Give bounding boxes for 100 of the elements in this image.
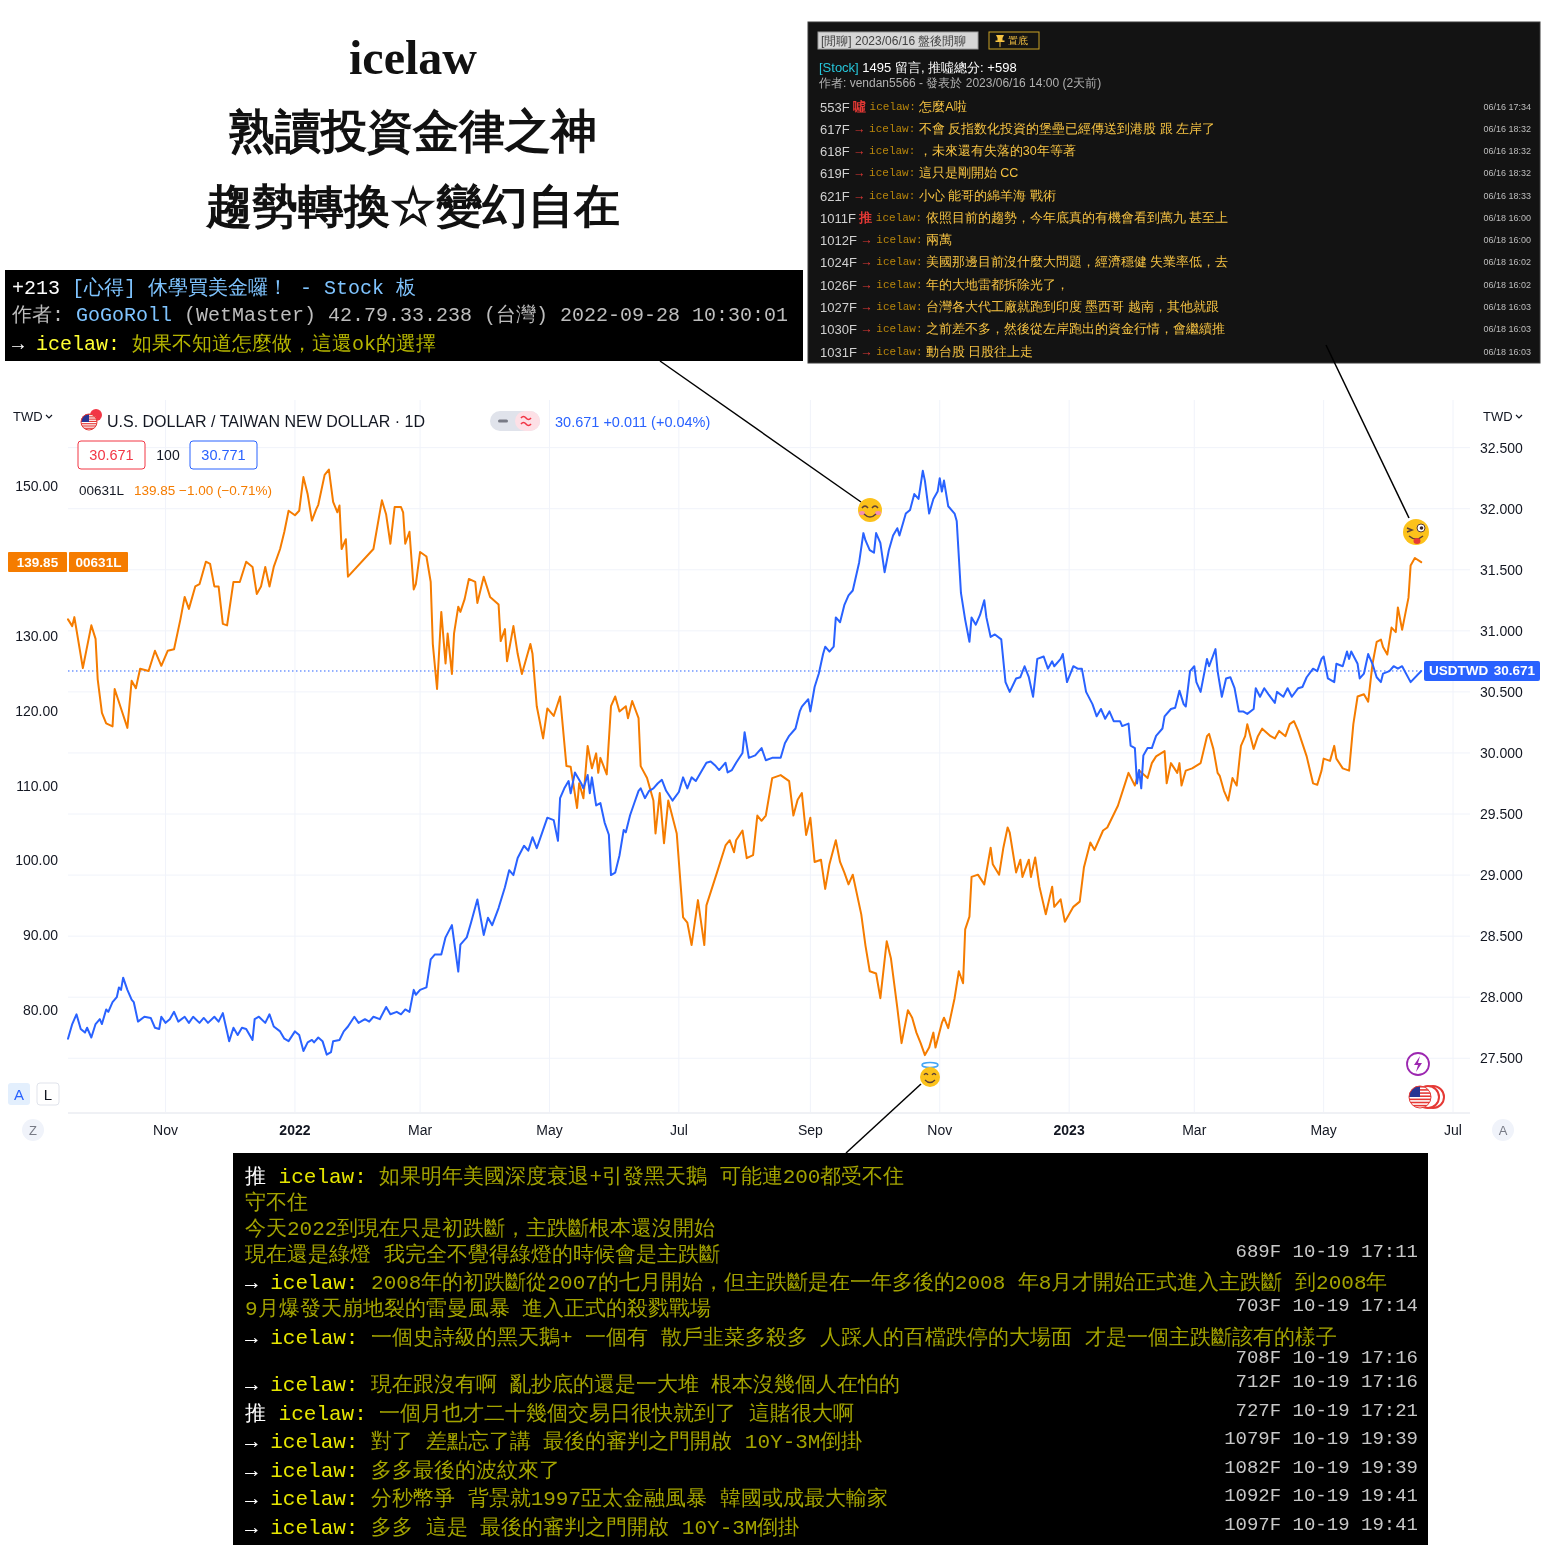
y2-tick-label: 30.500 [1480,683,1524,700]
text: 703F 10-19 17:14 [1235,1295,1418,1317]
text: 1026F → icelaw: 年的大地雷都拆除光了， [820,277,1070,293]
text: 06/18 16:02 [1483,280,1531,290]
text: → icelaw: 現在跟沒有啊 亂抄底的還是一大堆 根本沒幾個人在怕的 [245,1372,901,1397]
x-tick-label: May [1310,1122,1337,1138]
series-label: USDTWD [1429,663,1489,679]
y-tick-label: 100.00 [15,852,59,869]
text: 06/16 18:33 [1483,191,1531,201]
text: 作者: vendan5566 - 發表於 2023/06/16 14:00 (2天前) [818,76,1102,90]
text: 06/16 18:32 [1483,124,1531,134]
text: 06/18 16:03 [1483,347,1531,357]
text: 06/16 18:32 [1483,146,1531,156]
button: A [8,1083,30,1105]
y-tick-label: 150.00 [15,478,59,495]
annotation: U.S. DOLLAR / TAIWAN NEW DOLLAR · 1D [107,412,425,430]
text: 推 icelaw: 如果明年美國深度衰退+引發黑天鵝 可能連200都受不住 [245,1164,905,1189]
text: 06/18 16:00 [1483,235,1531,245]
text: → icelaw: 如果不知道怎麼做，這還ok的選擇 [12,332,437,356]
text: 推 icelaw: 一個月也才二十幾個交易日很快就到了 這賭很大啊 [245,1401,855,1426]
annotation: 30.771 [201,447,246,463]
text: 06/16 18:32 [1483,168,1531,178]
text: 689F 10-19 17:11 [1235,1241,1418,1263]
text: 06/18 16:00 [1483,213,1531,223]
chart-subtitle: 熟讀投資金律之神 [228,105,597,157]
y2-tick-label: 29.000 [1480,867,1524,884]
annotation: 30.671 +0.011 (+0.04%) [555,414,711,430]
text: 1092F 10-19 19:41 [1224,1485,1418,1507]
text: 712F 10-19 17:16 [1235,1371,1418,1393]
x-tick-label: Nov [927,1122,953,1138]
y2-tick-label: 32.500 [1480,439,1524,456]
y2-tick-label: 30.000 [1480,744,1524,761]
x-tick-label: Nov [153,1122,179,1138]
text: 06/16 17:34 [1483,102,1531,112]
round-button: Z [22,1119,44,1141]
y-axis-title: TWD [13,408,43,424]
x-tick-label: Jul [669,1122,688,1138]
legend-label: 00631L [75,554,122,570]
text: 553F 噓 icelaw: 怎麼A啦 [820,99,967,115]
text: 今天2022到現在只是初跌斷，主跌斷根本還沒開始 [245,1216,716,1241]
text: 139.85 [16,554,59,570]
text: 618F → icelaw: ，未來還有失落的30年等著 [820,143,1076,159]
text: 00631L [79,482,125,498]
text: → icelaw: 對了 差點忘了講 最後的審判之門開啟 10Y-3M倒掛 [245,1428,863,1454]
y2-tick-label: 31.500 [1480,561,1524,578]
y2-tick-label: 27.500 [1480,1050,1524,1067]
button: 置底 [988,31,1040,50]
x-tick-label: Sep [797,1122,824,1138]
text: 1012F → icelaw: 兩萬 [820,232,953,248]
text: 30.671 [1493,663,1536,679]
x-tick-label: Mar [408,1122,433,1138]
y2-tick-label: 29.500 [1480,806,1524,823]
text: → icelaw: 多多 這是 最後的審判之門開啟 10Y-3M倒掛 [245,1515,800,1540]
text: [Stock] 1495 留言, 推噓總分: +598 [819,59,1017,75]
y2-tick-label: 28.000 [1480,989,1524,1006]
text: 06/18 16:03 [1483,324,1531,334]
text: 617F → icelaw: 不會 反指数化投資的堡壘已經傳送到港股 跟 左岸了 [820,121,1216,137]
annotation: 100 [156,447,180,463]
y-tick-label: 110.00 [16,777,59,794]
text: 作者: GoGoRoll (WetMaster) 42.79.33.238 (台灣) 2022-09-28 10:30:01 [11,303,789,327]
x-tick-label: 2022 [279,1122,311,1138]
text: 1027F → icelaw: 台灣各大代工廠就跑到印度 墨西哥 越南，其他就跟 [820,299,1219,315]
text: → icelaw: 一個史詩級的黑天鵝+ 一個有 散戶韭菜多殺多 人踩人的百檔跌停的大場面 才是一個主跌斷該有的樣子 [245,1325,1338,1350]
text: 1031F → icelaw: 動台股 日股往上走 [820,344,1034,360]
text: 守不住 [245,1190,308,1215]
text: 1097F 10-19 19:41 [1224,1514,1418,1536]
text: +213 [心得] 休學買美金囉！ - Stock 板 [12,275,417,300]
y2-axis-title: TWD [1483,408,1513,424]
button: L [36,1082,60,1106]
y2-tick-label: 32.000 [1480,500,1524,517]
chart-title: icelaw [349,30,478,84]
text: 趨勢轉換☆變幻自在 [205,180,620,232]
x-tick-label: Jul [1444,1122,1462,1138]
text: 621F → icelaw: 小心 能哥的綿羊海 戰術 [820,188,1056,204]
y-tick-label: 120.00 [15,702,59,719]
x-tick-label: Mar [1182,1122,1207,1138]
y-tick-label: 130.00 [15,627,59,644]
text: 619F → icelaw: 這只是剛開始 CC [820,165,1019,181]
x-tick-label: 2023 [1053,1122,1085,1138]
text: → icelaw: 多多最後的波紋來了 [245,1458,561,1483]
text: 現在還是綠燈 我完全不覺得綠燈的時候會是主跌斷 [245,1242,720,1267]
text: 708F 10-19 17:16 [1235,1347,1418,1369]
text: 06/18 16:02 [1483,257,1531,267]
text: [閒聊] 2023/06/16 盤後閒聊 [821,33,967,48]
text: → icelaw: 2008年的初跌斷從2007的七月開始，但主跌斷是在一年多後的2008 年8月才開始正式進入主跌斷 到2008年 [245,1270,1388,1295]
text: 9月爆發天崩地裂的雷曼風暴 進入正式的殺戮戰場 [245,1296,712,1321]
text: 1030F → icelaw: 之前差不多，然後從左岸跑出的資金行情，會繼續推 [820,321,1226,337]
y-tick-label: 80.00 [22,1002,59,1019]
text: 1082F 10-19 19:39 [1224,1457,1418,1479]
text: → icelaw: 分秒幣爭 背景就1997亞太金融風暴 韓國或成最大輸家 [245,1486,888,1511]
annotation: 30.671 [89,447,134,463]
text: 727F 10-19 17:21 [1235,1400,1418,1422]
y-tick-label: 90.00 [22,927,59,944]
text: 1079F 10-19 19:39 [1224,1428,1418,1450]
text: 06/18 16:03 [1483,302,1531,312]
y2-tick-label: 31.000 [1480,622,1524,639]
x-tick-label: May [536,1122,563,1138]
text: 1011F 推 icelaw: 依照目前的趨勢，今年底真的有機會看到萬九 甚至上 [820,210,1229,226]
y2-tick-label: 28.500 [1480,928,1524,945]
annotation: 139.85 −1.00 (−0.71%) [134,482,273,498]
